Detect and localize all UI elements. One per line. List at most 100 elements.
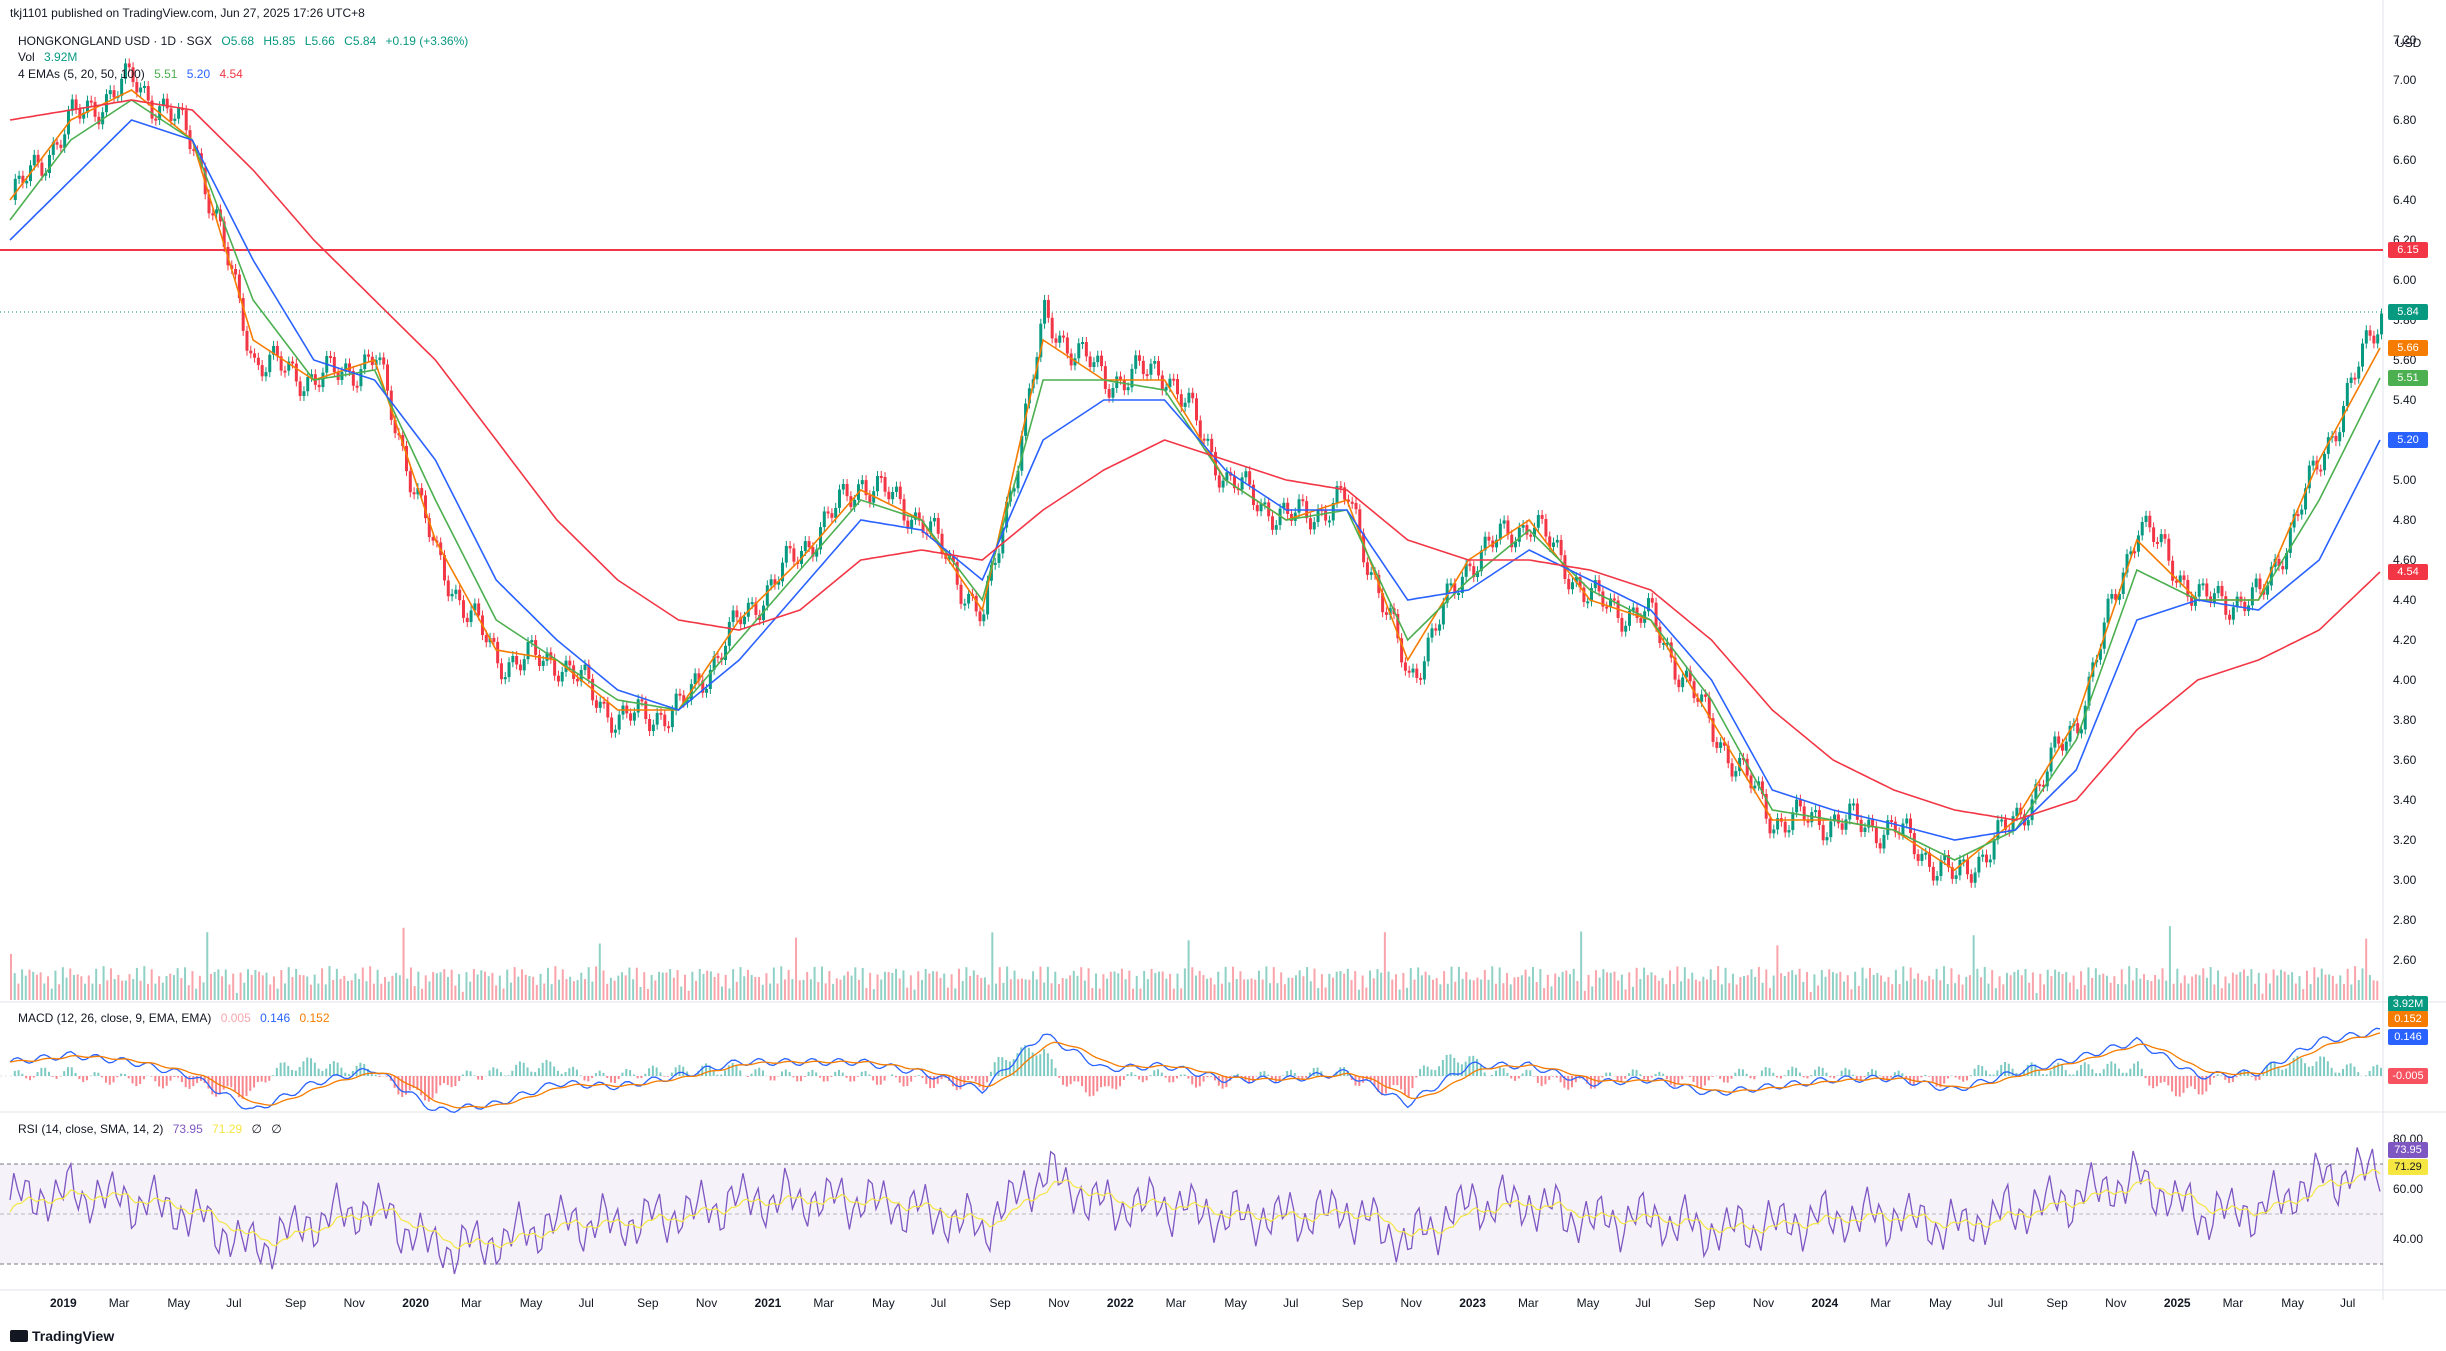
price-tick: 4.40	[2393, 593, 2417, 607]
volume-bar	[1398, 989, 1401, 1000]
volume-legend[interactable]: Vol 3.92M	[18, 50, 83, 64]
candlestick	[207, 194, 211, 214]
candlestick	[1468, 563, 1472, 567]
macd-histogram-bar	[211, 1076, 214, 1095]
volume-bar	[332, 979, 335, 1000]
volume-bar	[409, 967, 412, 1000]
candlestick	[602, 701, 606, 704]
volume-bar	[1776, 945, 1779, 1000]
macd-histogram-bar	[2174, 1076, 2177, 1097]
candlestick	[1339, 485, 1343, 488]
volume-bar	[598, 943, 601, 1000]
volume-bar	[2194, 974, 2197, 1000]
macd-legend[interactable]: MACD (12, 26, close, 9, EMA, EMA) 0.005 …	[18, 1011, 330, 1025]
macd-histogram-bar	[154, 1076, 157, 1082]
rsi-lower-band: ∅	[271, 1122, 282, 1136]
macd-histogram-bar	[822, 1076, 825, 1082]
volume-bar	[250, 975, 253, 1000]
volume-bar	[1620, 974, 1623, 1000]
candlestick	[1836, 814, 1840, 824]
candlestick	[1069, 353, 1073, 366]
macd-histogram-bar	[875, 1076, 878, 1085]
volume-bar	[1687, 978, 1690, 1000]
volume-bar	[824, 983, 827, 1000]
candlestick	[2041, 784, 2045, 787]
rsi-legend[interactable]: RSI (14, close, SMA, 14, 2) 73.95 71.29 …	[18, 1122, 282, 1136]
candlestick	[1495, 539, 1499, 548]
candlestick	[830, 513, 834, 518]
macd-histogram-bar	[511, 1070, 514, 1076]
volume-bar	[987, 984, 990, 1000]
macd-histogram-bar	[2190, 1076, 2193, 1087]
tradingview-logo[interactable]: TradingView	[10, 1328, 114, 1344]
price-tick: 2.60	[2393, 953, 2417, 967]
macd-histogram-bar	[1001, 1057, 1004, 1076]
macd-histogram-bar	[1525, 1069, 1528, 1076]
volume-bar	[706, 970, 709, 1000]
ema-value-50: 5.20	[186, 67, 211, 81]
candlestick	[1605, 606, 1609, 609]
macd-histogram-bar	[150, 1076, 153, 1077]
volume-bar	[239, 972, 242, 1000]
volume-bar	[2324, 974, 2327, 1000]
volume-bar	[1394, 974, 1397, 1000]
volume-bar	[876, 974, 879, 1000]
macd-histogram-bar	[2342, 1068, 2345, 1076]
volume-bar	[2283, 971, 2286, 1000]
candlestick	[1525, 525, 1529, 535]
candlestick	[1411, 668, 1415, 673]
volume-bar	[1850, 989, 1853, 1000]
candlestick	[1601, 591, 1605, 607]
volume-bar	[1846, 975, 1849, 1000]
macd-histogram-bar	[598, 1070, 601, 1076]
candlestick	[1434, 628, 1438, 631]
macd-histogram-bar	[1115, 1076, 1118, 1090]
macd-histogram-bar	[416, 1076, 419, 1090]
candlestick	[1346, 499, 1350, 502]
volume-bar	[2105, 975, 2108, 1000]
candlestick	[1631, 607, 1635, 611]
currency-label[interactable]: USD	[2396, 36, 2422, 50]
time-tick: Nov	[2105, 1296, 2127, 1310]
price-tick: 5.40	[2393, 393, 2417, 407]
macd-histogram-bar	[1962, 1076, 1965, 1082]
candlestick	[283, 370, 287, 373]
volume-value: 3.92M	[44, 50, 78, 64]
volume-bar	[776, 983, 779, 1000]
macd-histogram-bar	[21, 1073, 24, 1076]
macd-histogram-bar	[397, 1076, 400, 1095]
volume-bar	[554, 966, 557, 1000]
macd-histogram-bar	[1753, 1076, 1756, 1080]
macd-histogram-bar	[898, 1076, 901, 1083]
macd-histogram-bar	[1195, 1076, 1197, 1088]
candlestick	[127, 63, 131, 68]
candlestick	[1510, 534, 1514, 548]
candlestick	[746, 602, 750, 617]
symbol-title[interactable]: HONGKONGLAND USD · 1D · SGX	[18, 34, 213, 48]
ema-legend[interactable]: 4 EMAs (5, 20, 50, 100) 5.51 5.20 4.54	[18, 67, 249, 81]
candlestick	[1954, 875, 1958, 879]
candlestick	[359, 369, 363, 387]
macd-histogram-bar	[1130, 1072, 1133, 1076]
macd-histogram-bar	[803, 1076, 806, 1077]
time-tick: Jul	[930, 1296, 947, 1310]
macd-histogram-bar	[1608, 1072, 1611, 1076]
candlestick	[1909, 818, 1913, 834]
macd-histogram-bar	[2330, 1067, 2333, 1076]
volume-bar	[724, 974, 727, 1000]
macd-histogram-bar	[750, 1073, 753, 1076]
volume-bar	[1591, 986, 1594, 1000]
candlestick	[1533, 527, 1537, 537]
macd-histogram-bar	[1555, 1076, 1558, 1078]
volume-bar	[309, 984, 312, 1000]
macd-histogram-bar	[1825, 1072, 1828, 1076]
volume-bar	[1754, 976, 1757, 1000]
macd-histogram-bar	[1134, 1074, 1137, 1076]
candlestick	[606, 701, 610, 718]
macd-histogram-bar	[405, 1076, 407, 1095]
candlestick	[613, 729, 617, 733]
macd-histogram-bar	[2353, 1066, 2356, 1076]
macd-histogram-bar	[2003, 1062, 2006, 1076]
volume-bar	[1787, 971, 1790, 1000]
